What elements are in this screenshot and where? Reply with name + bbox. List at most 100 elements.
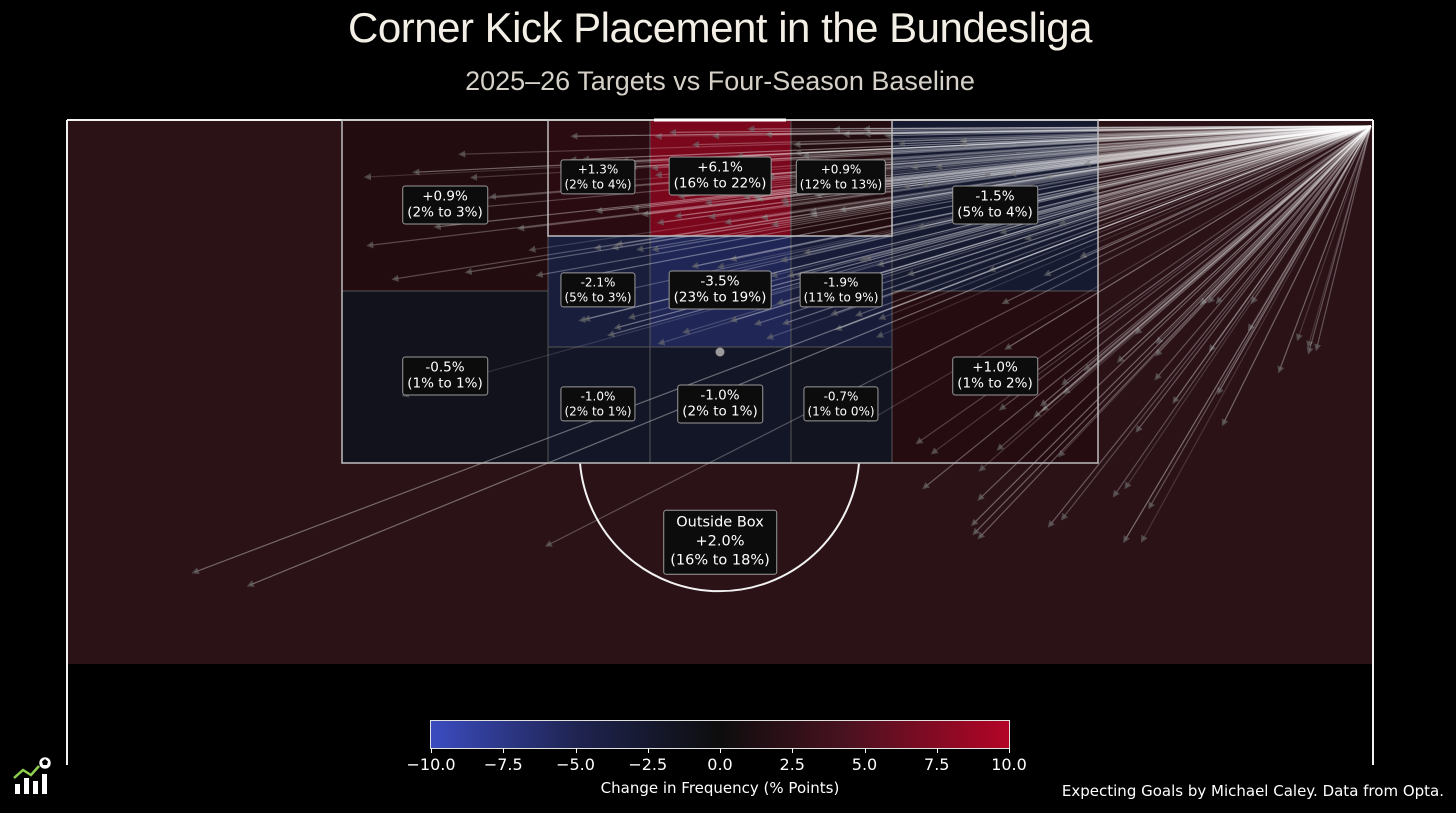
zone-label-mid-near: -1.9% (11% to 9%) xyxy=(799,272,883,308)
corner-trajectory xyxy=(1090,125,1372,194)
zone-change: -1.5% xyxy=(975,188,1015,205)
colorbar-tick-label: −7.5 xyxy=(483,755,523,774)
zone-range: (12% to 13%) xyxy=(799,177,883,191)
zone-change: +1.3% xyxy=(577,162,619,177)
corner-trajectory xyxy=(1155,125,1372,357)
zone-change: +1.0% xyxy=(972,359,1018,376)
corner-trajectory xyxy=(1123,125,1372,544)
corner-trajectory xyxy=(1004,125,1372,350)
corner-trajectory xyxy=(834,125,1372,331)
corner-trajectory xyxy=(876,125,1372,268)
chart-subtitle: 2025–26 Targets vs Four-Season Baseline xyxy=(465,66,975,96)
zone-range: (2% to 1%) xyxy=(682,404,758,420)
corner-trajectory xyxy=(1063,125,1372,395)
zone-label-mid-far: -2.1% (5% to 3%) xyxy=(560,272,636,308)
corner-trajectory xyxy=(1058,125,1372,458)
corner-trajectory xyxy=(906,125,1372,277)
zone-range: (11% to 9%) xyxy=(803,290,879,304)
corner-trajectory xyxy=(770,125,1372,228)
colorbar-label: Change in Frequency (% Points) xyxy=(600,779,840,797)
corner-trajectory xyxy=(803,125,1372,256)
corner-trajectory xyxy=(1208,125,1372,353)
zone-range: (16% to 18%) xyxy=(670,552,770,569)
zone-label-far-post-wide-top: +0.9% (2% to 3%) xyxy=(402,185,488,225)
corner-trajectory xyxy=(1025,125,1372,192)
zone-label-outside-box: Outside Box +2.0% (16% to 18%) xyxy=(663,509,777,575)
corner-trajectory xyxy=(959,125,1372,145)
colorbar-tick xyxy=(720,748,721,753)
corner-trajectory xyxy=(1221,125,1372,427)
colorbar-tick xyxy=(864,748,866,753)
corner-trajectory xyxy=(770,125,1372,279)
corner-trajectory xyxy=(191,125,1372,575)
corner-trajectory xyxy=(897,125,1372,148)
corner-trajectory xyxy=(615,125,1372,248)
zone-change: -2.1% xyxy=(580,275,616,290)
corner-trajectory xyxy=(1001,125,1372,305)
zone-change: -1.0% xyxy=(580,389,616,404)
colorbar-tick xyxy=(647,748,649,753)
corner-trajectory xyxy=(1306,125,1372,355)
corner-trajectory xyxy=(875,125,1372,338)
corner-trajectory xyxy=(641,125,1372,218)
corner-trajectory xyxy=(1079,125,1372,258)
corner-trajectory xyxy=(832,125,1372,133)
corner-trajectory xyxy=(996,125,1372,209)
corner-trajectory xyxy=(760,125,1372,221)
corner-trajectory xyxy=(799,125,1372,170)
corner-trajectory xyxy=(620,125,1372,165)
corner-trajectory xyxy=(838,125,1372,170)
corner-trajectory xyxy=(809,125,1372,215)
colorbar-tick xyxy=(431,748,432,753)
zone-change: -3.5% xyxy=(700,273,740,290)
penalty-arc xyxy=(579,462,860,593)
zone-change: -0.7% xyxy=(823,389,859,404)
zone-range: (2% to 1%) xyxy=(564,404,632,418)
corner-trajectory xyxy=(1116,125,1372,363)
corner-trajectory xyxy=(878,125,1372,320)
corner-trajectory xyxy=(651,125,1372,172)
corner-trajectory xyxy=(1010,125,1372,390)
corner-trajectory xyxy=(910,125,1372,171)
colorbar-tick-label: 0.0 xyxy=(707,755,733,774)
corner-trajectory xyxy=(970,125,1372,527)
zone-name: Outside Box xyxy=(676,514,764,531)
corner-trajectory xyxy=(1154,125,1372,381)
colorbar-tick xyxy=(936,748,938,753)
corner-trajectory xyxy=(883,125,1372,140)
corner-trajectory xyxy=(1306,125,1372,349)
corner-trajectory xyxy=(1277,125,1372,374)
corner-trajectory xyxy=(996,125,1372,451)
chart-ball-logo-icon xyxy=(13,756,52,794)
colorbar-tick-label: 10.0 xyxy=(991,755,1027,774)
corner-trajectory xyxy=(711,125,1372,140)
colorbar-tick xyxy=(1009,748,1010,753)
zone-range: (2% to 4%) xyxy=(564,177,632,191)
corner-trajectory xyxy=(246,125,1372,587)
corner-trajectory xyxy=(1217,125,1372,396)
corner-trajectory xyxy=(786,125,1372,279)
zone-label-edge-near: -0.7% (1% to 0%) xyxy=(803,386,879,422)
corner-trajectory xyxy=(1140,125,1372,543)
corner-trajectory xyxy=(959,125,1372,148)
corner-trajectory xyxy=(1058,125,1372,226)
corner-trajectory xyxy=(853,125,1372,283)
corner-trajectory xyxy=(1112,125,1372,498)
corner-trajectory xyxy=(1172,125,1372,404)
penalty-spot xyxy=(715,347,725,357)
colorbar-tick-label: 5.0 xyxy=(851,755,878,774)
corner-trajectory xyxy=(977,125,1372,540)
corner-trajectory xyxy=(837,125,1372,196)
corner-trajectory xyxy=(595,125,1372,215)
corner-trajectory xyxy=(657,125,1372,346)
zone-label-edge-far: -1.0% (2% to 1%) xyxy=(560,386,636,422)
corner-trajectory xyxy=(838,125,1372,213)
corner-trajectory xyxy=(870,125,1372,186)
corner-trajectory xyxy=(747,125,1372,133)
corner-trajectory xyxy=(488,125,1372,200)
corner-trajectory xyxy=(363,125,1372,181)
colorbar-tick-label: −10.0 xyxy=(406,755,456,774)
zone-label-near-post-wide-bottom: +1.0% (1% to 2%) xyxy=(952,356,1038,396)
corner-trajectory xyxy=(978,125,1372,472)
corner-trajectory xyxy=(1314,125,1372,352)
